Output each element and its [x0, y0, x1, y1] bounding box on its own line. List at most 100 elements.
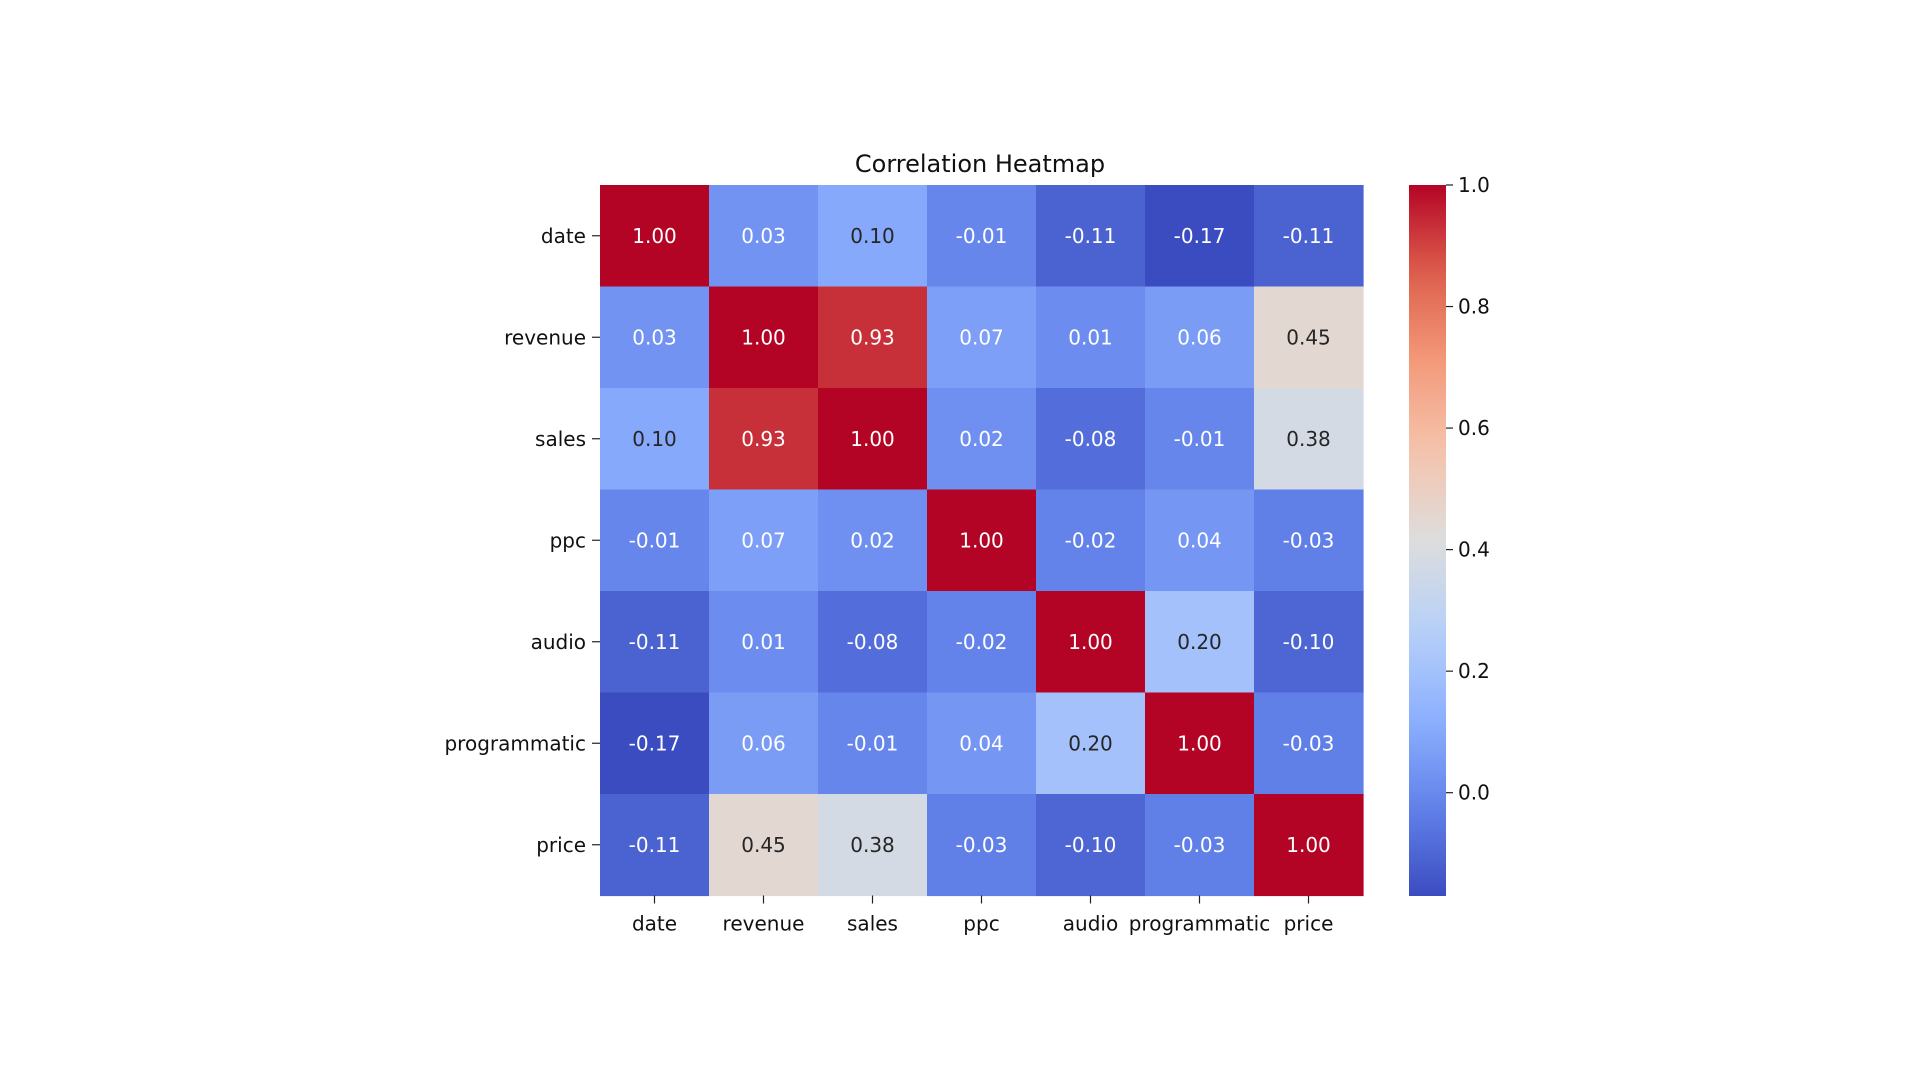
heatmap-cell-date-revenue [709, 185, 819, 288]
colorbar-tick-label: 0.4 [1458, 538, 1490, 562]
heatmap-cell-sales-sales [818, 388, 928, 491]
cell-annotation: -0.02 [1065, 528, 1117, 552]
heatmap-cells [600, 185, 1364, 897]
cell-annotation: 0.45 [1286, 325, 1331, 349]
heatmap-cell-sales-ppc [927, 388, 1037, 491]
cell-annotation: 0.03 [741, 224, 786, 248]
heatmap-cell-price-sales [818, 794, 928, 897]
cell-annotation: 0.06 [1177, 325, 1222, 349]
heatmap-cell-audio-price [1254, 591, 1364, 694]
heatmap-cell-sales-audio [1036, 388, 1146, 491]
heatmap-cell-programmatic-sales [818, 692, 928, 795]
cell-annotation: -0.03 [1174, 833, 1226, 857]
cell-annotation: -0.01 [1174, 427, 1226, 451]
y-axis: date revenue sales ppc audio programmatic pric… [444, 224, 600, 857]
cell-annotation: 0.93 [741, 427, 786, 451]
heatmap-cell-date-date [600, 185, 710, 288]
cell-annotation: 0.93 [850, 325, 895, 349]
heatmap-cell-ppc-price [1254, 489, 1364, 592]
cell-annotation: -0.11 [1283, 224, 1335, 248]
heatmap-cell-programmatic-audio [1036, 692, 1146, 795]
heatmap-cell-price-audio [1036, 794, 1146, 897]
cell-annotation: -0.11 [1065, 224, 1117, 248]
heatmap-cell-price-price [1254, 794, 1364, 897]
heatmap-cell-date-sales [818, 185, 928, 288]
cell-annotation: 1.00 [1068, 630, 1113, 654]
heatmap-cell-revenue-ppc [927, 286, 1037, 389]
cell-annotation: 0.38 [1286, 427, 1331, 451]
cell-annotation: 0.06 [741, 731, 786, 755]
cell-annotation: 0.38 [850, 833, 895, 857]
cell-annotation: 0.04 [959, 731, 1004, 755]
cell-annotation: 1.00 [959, 528, 1004, 552]
x-tick-label-date: date [632, 912, 677, 936]
cell-annotation: -0.11 [629, 630, 681, 654]
cell-annotation: -0.17 [629, 731, 681, 755]
heatmap-cell-sales-revenue [709, 388, 819, 491]
heatmap-cell-revenue-price [1254, 286, 1364, 389]
y-tick-label-date: date [541, 224, 586, 248]
colorbar-tick-label: 0.6 [1458, 416, 1490, 440]
cell-annotation: -0.02 [956, 630, 1008, 654]
x-tick-label-price: price [1284, 912, 1334, 936]
heatmap-cell-price-date [600, 794, 710, 897]
cell-annotation: -0.01 [847, 731, 899, 755]
heatmap-cell-audio-sales [818, 591, 928, 694]
cell-annotation: 1.00 [1177, 731, 1222, 755]
cell-annotation: -0.08 [847, 630, 899, 654]
cell-annotation: -0.10 [1065, 833, 1117, 857]
cell-annotation: 1.00 [632, 224, 677, 248]
cell-annotation: 0.20 [1177, 630, 1222, 654]
x-tick-label-programmatic: programmatic [1129, 912, 1271, 936]
cell-annotation: 0.03 [632, 325, 677, 349]
y-tick-label-price: price [536, 833, 586, 857]
cell-annotation: 0.04 [1177, 528, 1222, 552]
cell-annotation: -0.03 [1283, 528, 1335, 552]
cell-annotation: 1.00 [850, 427, 895, 451]
cell-annotation: 0.02 [850, 528, 895, 552]
heatmap-cell-programmatic-revenue [709, 692, 819, 795]
cell-annotation: 0.07 [959, 325, 1004, 349]
y-tick-label-sales: sales [535, 427, 586, 451]
heatmap-cell-revenue-revenue [709, 286, 819, 389]
heatmap-cell-audio-ppc [927, 591, 1037, 694]
heatmap-cell-price-programmatic [1145, 794, 1255, 897]
heatmap-cell-revenue-sales [818, 286, 928, 389]
heatmap-cell-audio-programmatic [1145, 591, 1255, 694]
cell-annotation: 1.00 [741, 325, 786, 349]
cell-annotation: 0.07 [741, 528, 786, 552]
heatmap-cell-programmatic-ppc [927, 692, 1037, 795]
x-tick-label-sales: sales [847, 912, 898, 936]
heatmap-cell-audio-date [600, 591, 710, 694]
x-tick-label-ppc: ppc [963, 912, 999, 936]
heatmap-cell-revenue-audio [1036, 286, 1146, 389]
heatmap-cell-date-price [1254, 185, 1364, 288]
heatmap-cell-sales-price [1254, 388, 1364, 491]
heatmap-cell-audio-audio [1036, 591, 1146, 694]
cell-annotation: 0.10 [632, 427, 677, 451]
heatmap-cell-ppc-programmatic [1145, 489, 1255, 592]
cell-annotation: 0.01 [1068, 325, 1113, 349]
heatmap-cell-ppc-sales [818, 489, 928, 592]
cell-annotation: -0.10 [1283, 630, 1335, 654]
cell-annotation: -0.01 [956, 224, 1008, 248]
cell-annotation: -0.01 [629, 528, 681, 552]
heatmap-cell-revenue-programmatic [1145, 286, 1255, 389]
x-axis: date revenue sales ppc audio programmatic pric… [632, 895, 1334, 936]
cell-annotation: 0.10 [850, 224, 895, 248]
x-tick-label-revenue: revenue [723, 912, 805, 936]
chart-title: Correlation Heatmap [855, 150, 1105, 178]
heatmap-cell-audio-revenue [709, 591, 819, 694]
heatmap-cell-programmatic-programmatic [1145, 692, 1255, 795]
heatmap-cell-date-ppc [927, 185, 1037, 288]
heatmap-cell-date-audio [1036, 185, 1146, 288]
heatmap-cell-programmatic-date [600, 692, 710, 795]
heatmap-cell-ppc-audio [1036, 489, 1146, 592]
colorbar-tick-label: 0.0 [1458, 781, 1490, 805]
y-tick-label-revenue: revenue [504, 325, 586, 349]
cell-annotation: 1.00 [1286, 833, 1331, 857]
cell-annotation: 0.01 [741, 630, 786, 654]
heatmap-cell-sales-date [600, 388, 710, 491]
heatmap-cell-sales-programmatic [1145, 388, 1255, 491]
cell-annotation: 0.20 [1068, 731, 1113, 755]
